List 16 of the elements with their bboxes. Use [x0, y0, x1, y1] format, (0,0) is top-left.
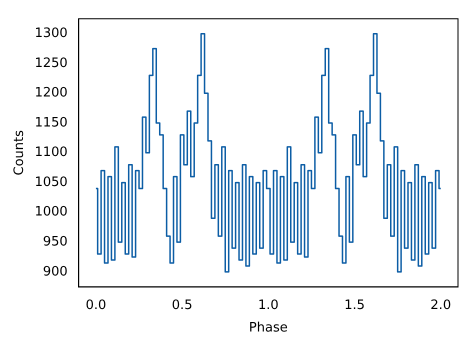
y-tick-label: 1050 [34, 174, 68, 190]
x-tick-label: 1.5 [344, 298, 365, 313]
x-axis-title: Phase [248, 320, 288, 336]
y-tick-label: 1300 [34, 26, 68, 42]
y-tick-label: 950 [42, 234, 68, 250]
x-tick-label: 0.5 [172, 298, 192, 313]
x-tick-label: 2.0 [430, 298, 452, 313]
y-axis-title: Counts [12, 130, 28, 176]
y-tick-label: 1100 [34, 145, 68, 160]
y-tick-label: 1000 [34, 204, 68, 220]
x-tick-label: 1.0 [258, 298, 279, 313]
y-tick-label: 1250 [34, 56, 68, 71]
y-tick-label: 1200 [34, 86, 68, 101]
y-tick-label: 900 [42, 264, 68, 280]
x-tick-label: 0.0 [86, 298, 106, 313]
y-tick-label: 1150 [34, 115, 68, 130]
